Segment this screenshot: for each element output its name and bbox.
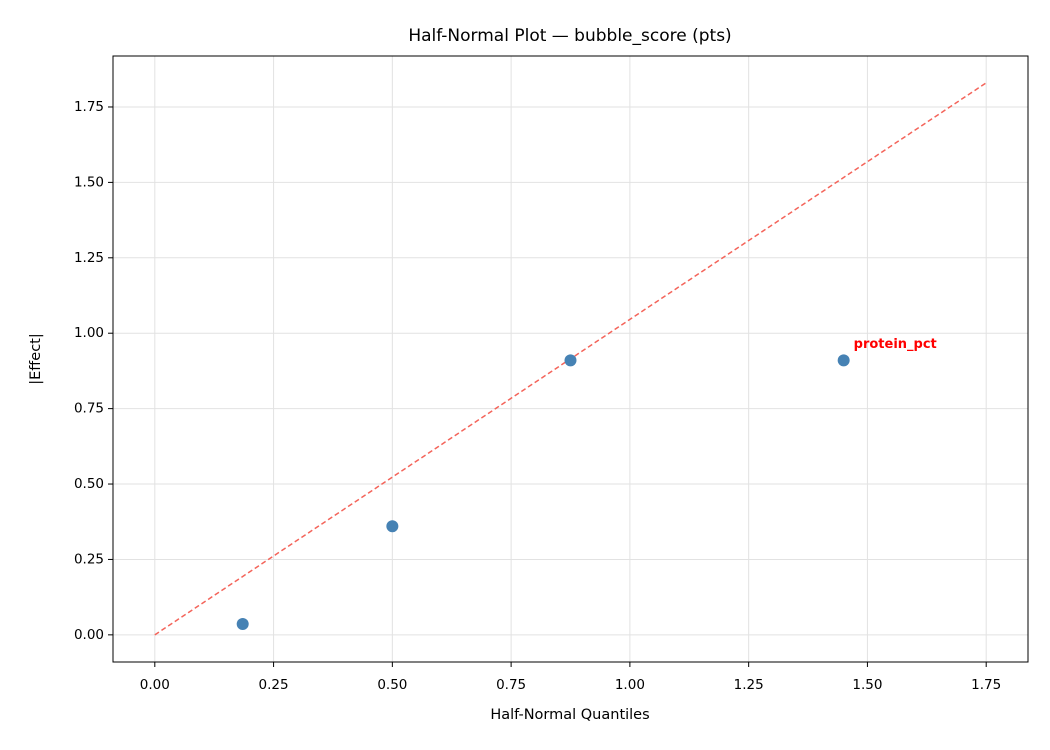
- x-tick-label: 0.00: [140, 677, 170, 693]
- y-axis-label: |Effect|: [28, 333, 44, 385]
- x-tick-label: 1.75: [971, 677, 1001, 693]
- y-tick-label: 1.25: [74, 250, 104, 266]
- x-tick-label: 0.75: [496, 677, 526, 693]
- x-tick-label: 0.50: [377, 677, 407, 693]
- y-tick-label: 1.75: [74, 99, 104, 115]
- plot-frame: [112, 55, 1029, 663]
- y-tick-label: 1.00: [74, 325, 104, 341]
- chart-title: Half-Normal Plot — bubble_score (pts): [408, 26, 731, 46]
- x-axis-label: Half-Normal Quantiles: [490, 707, 649, 723]
- point: [564, 354, 577, 367]
- point: [837, 354, 850, 367]
- x-tick-label: 1.50: [852, 677, 882, 693]
- y-tick-label: 0.50: [74, 476, 104, 492]
- point: [386, 520, 399, 533]
- y-tick-label: 0.75: [74, 401, 104, 417]
- x-tick-label: 1.00: [615, 677, 645, 693]
- x-tick-label: 0.25: [259, 677, 289, 693]
- y-tick-label: 1.50: [74, 174, 104, 190]
- point: [236, 617, 249, 630]
- y-tick-label: 0.00: [74, 627, 104, 643]
- x-tick-label: 1.25: [734, 677, 764, 693]
- annotation: protein_pct: [854, 337, 937, 352]
- y-tick-label: 0.25: [74, 551, 104, 567]
